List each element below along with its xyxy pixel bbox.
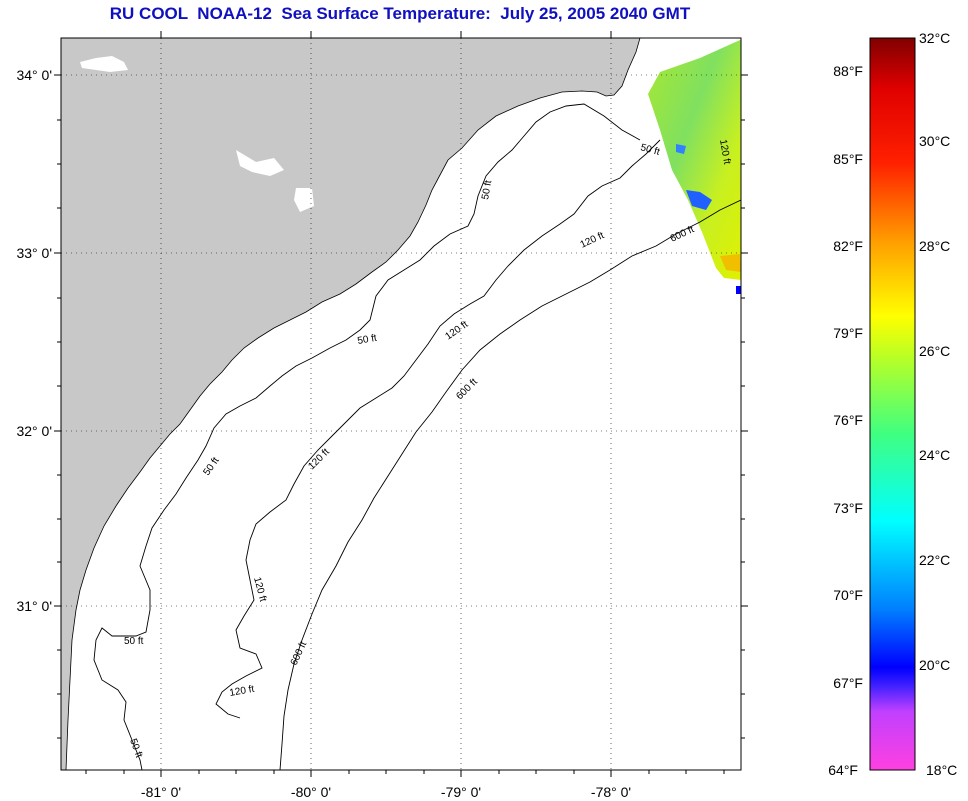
sst-swath xyxy=(648,40,741,280)
sst-cool-patch xyxy=(686,190,712,210)
colorbar-c-label: 18°C xyxy=(926,762,957,778)
tick-marks xyxy=(54,31,748,777)
colorbar-c-label: 20°C xyxy=(919,657,950,673)
colorbar-f-label: 64°F xyxy=(828,762,858,778)
colorbar-c-label: 22°C xyxy=(919,552,950,568)
contour-label: 120 ft xyxy=(717,139,732,166)
land-mass xyxy=(61,38,641,770)
lat-label: 34° 0' xyxy=(16,67,52,83)
contour-120ft xyxy=(215,139,661,719)
colorbar-c-label: 28°C xyxy=(919,238,950,254)
colorbar-f-label: 79°F xyxy=(833,325,863,341)
inland-lake xyxy=(294,188,314,212)
colorbar-f-label: 76°F xyxy=(833,412,863,428)
sst-pixel xyxy=(736,286,741,294)
sst-cool-patch xyxy=(676,144,686,154)
colorbar xyxy=(869,37,916,771)
lon-label: -79° 0' xyxy=(441,784,481,800)
lon-label: -81° 0' xyxy=(141,784,181,800)
map-frame xyxy=(60,37,742,771)
lat-label: 33° 0' xyxy=(16,245,52,261)
inland-lake xyxy=(70,708,82,720)
graticule xyxy=(61,38,741,770)
inland-lake xyxy=(236,150,284,176)
colorbar-f-label: 82°F xyxy=(833,238,863,254)
lon-label: -78° 0' xyxy=(591,784,631,800)
colorbar-c-label: 32°C xyxy=(919,30,950,46)
inland-lake xyxy=(80,56,128,72)
contour-50ft xyxy=(93,103,641,770)
lat-label: 31° 0' xyxy=(16,598,52,614)
map-title: RU COOL NOAA-12 Sea Surface Temperature:… xyxy=(109,4,691,23)
contour-label: 120 ft xyxy=(229,684,256,699)
contour-label: 50 ft xyxy=(357,333,378,347)
lat-label: 32° 0' xyxy=(16,423,52,439)
colorbar-f-label: 88°F xyxy=(833,63,863,79)
contour-600ft xyxy=(279,199,741,770)
colorbar-f-label: 70°F xyxy=(833,587,863,603)
colorbar-f-label: 85°F xyxy=(833,151,863,167)
colorbar-f-label: 67°F xyxy=(833,675,863,691)
colorbar-c-label: 26°C xyxy=(919,343,950,359)
colorbar-f-label: 73°F xyxy=(833,500,863,516)
contour-label: 50 ft xyxy=(639,142,661,158)
lon-label: -80° 0' xyxy=(291,784,331,800)
colorbar-c-label: 24°C xyxy=(919,447,950,463)
contour-label: 50 ft xyxy=(124,636,144,647)
contour-label: 50 ft xyxy=(480,179,494,200)
sst-warm-patch xyxy=(720,254,741,272)
colorbar-c-label: 30°C xyxy=(919,133,950,149)
